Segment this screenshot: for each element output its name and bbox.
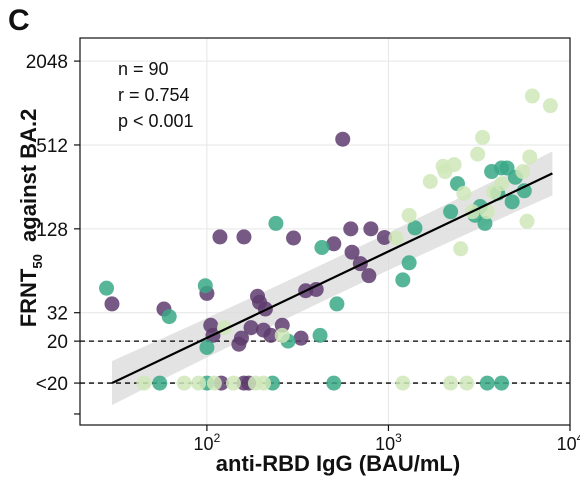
data-point-light: [456, 185, 472, 201]
data-point-purple: [104, 296, 120, 312]
data-point-teal: [329, 296, 345, 312]
y-axis-ticks: 2048 512 128 32 20 <20: [26, 52, 80, 415]
data-point-light: [443, 375, 459, 391]
data-point-purple: [263, 327, 279, 343]
x-axis-ticks: 102 103 104: [194, 425, 580, 454]
data-point-purple: [326, 236, 342, 252]
y-tick-label: <20: [36, 374, 68, 395]
data-point-teal: [477, 215, 493, 231]
data-point-teal: [199, 340, 215, 356]
x-tick-label: 102: [194, 431, 221, 454]
data-point-purple: [335, 131, 351, 147]
regression-line: [111, 172, 553, 385]
y-axis-label: FRNT50 against BA.2: [16, 109, 45, 328]
data-point-light: [274, 327, 290, 343]
data-point-light: [519, 213, 535, 229]
data-point-purple: [212, 229, 228, 245]
data-point-light: [255, 375, 271, 391]
data-point-teal: [407, 220, 423, 236]
data-point-light: [191, 375, 207, 391]
data-point-light: [515, 164, 531, 180]
y-tick-label: 128: [36, 220, 68, 241]
data-point-light: [206, 375, 222, 391]
data-point-light: [437, 164, 453, 180]
data-point-light: [470, 146, 486, 162]
y-tick-label: 32: [47, 304, 68, 325]
data-point-teal: [314, 240, 330, 256]
data-point-light: [522, 149, 538, 165]
data-point-light: [479, 204, 495, 220]
y-tick-label: 20: [47, 332, 68, 353]
y-tick-label: 512: [36, 136, 68, 157]
x-tick-label: 104: [557, 431, 580, 454]
stat-p: p < 0.001: [118, 111, 194, 131]
data-point-purple: [344, 244, 360, 260]
data-point-light: [176, 375, 192, 391]
data-point-teal: [479, 375, 495, 391]
data-point-teal: [443, 204, 459, 220]
data-point-teal: [152, 375, 168, 391]
data-point-light: [475, 129, 491, 145]
data-point-purple: [363, 221, 379, 237]
data-point-light: [524, 88, 540, 104]
data-point-light: [542, 98, 558, 114]
stat-r: r = 0.754: [118, 85, 190, 105]
data-point-teal: [326, 375, 342, 391]
data-point-purple: [361, 268, 377, 284]
fit-line: [111, 172, 553, 385]
y-tick-label: 2048: [26, 52, 68, 73]
panel-letter: C: [8, 4, 30, 37]
y-axis-label-sub: 50: [30, 254, 45, 268]
data-points: [99, 88, 558, 391]
data-point-teal: [494, 375, 510, 391]
data-point-purple: [308, 281, 324, 297]
data-point-teal: [268, 215, 284, 231]
data-point-light: [459, 375, 475, 391]
x-tick-label: 103: [375, 431, 402, 454]
data-point-light: [136, 375, 152, 391]
data-point-purple: [286, 230, 302, 246]
stat-n: n = 90: [118, 59, 169, 79]
data-point-teal: [312, 327, 328, 343]
data-point-purple: [243, 320, 259, 336]
x-axis-label: anti-RBD IgG (BAU/mL): [216, 451, 460, 476]
data-point-teal: [401, 255, 417, 271]
data-point-teal: [99, 280, 115, 296]
data-point-teal: [504, 194, 520, 210]
data-point-teal: [161, 309, 177, 325]
data-point-light: [395, 375, 411, 391]
data-point-light: [422, 173, 438, 189]
y-axis-label-main: FRNT: [16, 268, 41, 327]
data-point-purple: [376, 229, 392, 245]
data-point-light: [494, 176, 510, 192]
data-point-purple: [343, 221, 359, 237]
data-point-light: [401, 207, 417, 223]
data-point-light: [225, 375, 241, 391]
data-point-light: [388, 230, 404, 246]
data-point-teal: [197, 278, 213, 294]
plot-frame: [79, 37, 571, 426]
data-point-teal: [395, 272, 411, 288]
data-point-purple: [236, 229, 252, 245]
data-point-light: [453, 241, 469, 257]
data-point-purple: [233, 330, 249, 346]
y-axis-label-rest: against BA.2: [16, 109, 41, 254]
data-point-purple: [293, 330, 309, 346]
data-point-teal: [516, 183, 532, 199]
